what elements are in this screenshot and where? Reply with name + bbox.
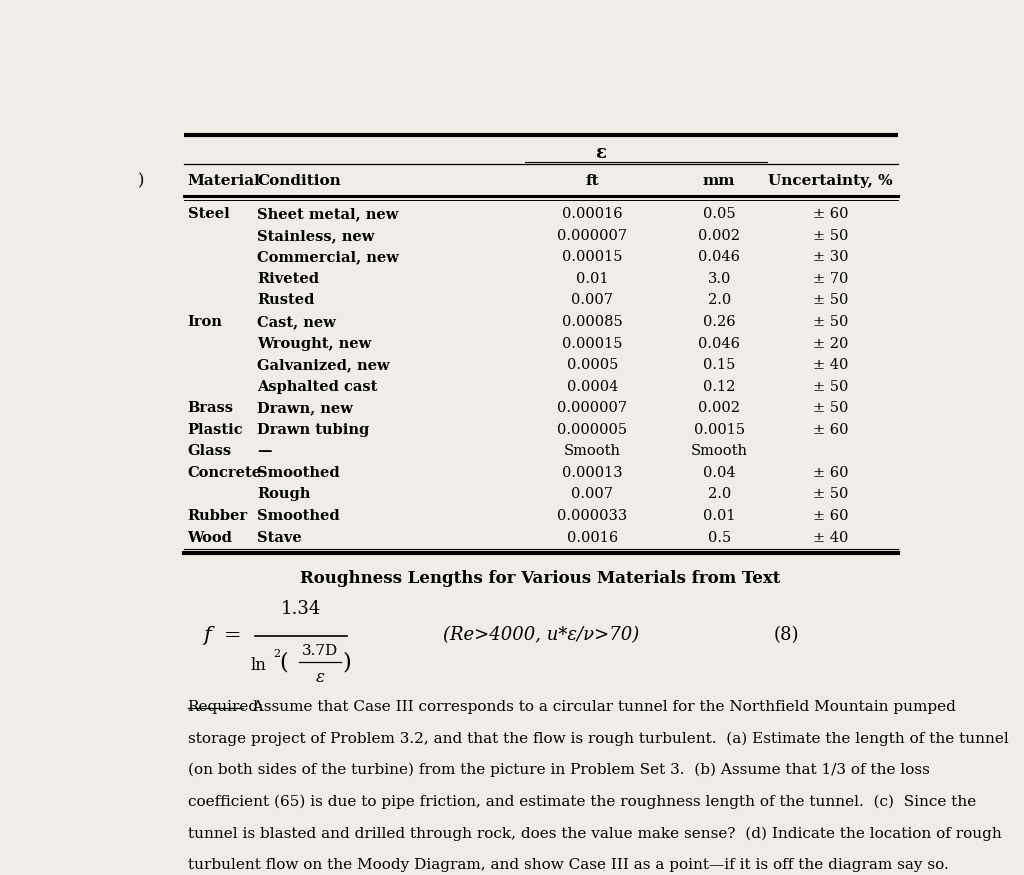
Text: Wrought, new: Wrought, new <box>257 337 372 351</box>
Text: ± 50: ± 50 <box>813 380 848 394</box>
Text: Glass: Glass <box>187 444 231 458</box>
Text: Steel: Steel <box>187 207 229 221</box>
Text: 0.15: 0.15 <box>703 358 735 372</box>
Text: storage project of Problem 3.2, and that the flow is rough turbulent.  (a) Estim: storage project of Problem 3.2, and that… <box>187 732 1009 746</box>
Text: Drawn tubing: Drawn tubing <box>257 423 370 437</box>
Text: coefficient (65) is due to pipe friction, and estimate the roughness length of t: coefficient (65) is due to pipe friction… <box>187 794 976 808</box>
Text: 0.007: 0.007 <box>571 487 613 501</box>
Text: mm: mm <box>703 174 735 188</box>
Text: f  =: f = <box>204 626 242 645</box>
Text: Smoothed: Smoothed <box>257 466 340 480</box>
Text: 0.0004: 0.0004 <box>566 380 617 394</box>
Text: Rusted: Rusted <box>257 293 314 307</box>
Text: 0.000033: 0.000033 <box>557 509 628 523</box>
Text: ± 60: ± 60 <box>813 207 848 221</box>
Text: Required:: Required: <box>187 699 264 713</box>
Text: 1.34: 1.34 <box>281 599 322 618</box>
Text: 0.00085: 0.00085 <box>562 315 623 329</box>
Text: ± 50: ± 50 <box>813 228 848 242</box>
Text: Drawn, new: Drawn, new <box>257 401 353 416</box>
Text: 0.00015: 0.00015 <box>562 250 623 264</box>
Text: Asphalted cast: Asphalted cast <box>257 380 378 394</box>
Text: 3.7D: 3.7D <box>302 644 338 658</box>
Text: Material: Material <box>187 174 260 188</box>
Text: (Re>4000, u*ε/ν>70): (Re>4000, u*ε/ν>70) <box>442 626 639 645</box>
Text: Uncertainty, %: Uncertainty, % <box>768 174 893 188</box>
Text: Rubber: Rubber <box>187 509 248 523</box>
Text: Concrete: Concrete <box>187 466 262 480</box>
Text: ± 30: ± 30 <box>813 250 848 264</box>
Text: ): ) <box>137 172 144 190</box>
Text: Sheet metal, new: Sheet metal, new <box>257 207 398 221</box>
Text: Iron: Iron <box>187 315 222 329</box>
Text: 2.0: 2.0 <box>708 293 731 307</box>
Text: 0.5: 0.5 <box>708 530 731 544</box>
Text: (8): (8) <box>774 626 800 645</box>
Text: 0.0015: 0.0015 <box>693 423 744 437</box>
Text: 0.00013: 0.00013 <box>562 466 623 480</box>
Text: 0.002: 0.002 <box>698 401 740 416</box>
Text: Wood: Wood <box>187 530 232 544</box>
Text: ± 60: ± 60 <box>813 509 848 523</box>
Text: 0.26: 0.26 <box>702 315 735 329</box>
Text: 0.05: 0.05 <box>702 207 735 221</box>
Text: 0.01: 0.01 <box>577 272 608 286</box>
Text: ft: ft <box>586 174 599 188</box>
Text: 0.007: 0.007 <box>571 293 613 307</box>
Text: 0.12: 0.12 <box>703 380 735 394</box>
Text: 0.04: 0.04 <box>702 466 735 480</box>
Text: 0.000007: 0.000007 <box>557 401 628 416</box>
Text: Galvanized, new: Galvanized, new <box>257 358 390 372</box>
Text: ± 20: ± 20 <box>813 337 848 351</box>
Text: Commercial, new: Commercial, new <box>257 250 399 264</box>
Text: (: ( <box>279 652 288 674</box>
Text: Plastic: Plastic <box>187 423 243 437</box>
Text: 0.000007: 0.000007 <box>557 228 628 242</box>
Text: 0.002: 0.002 <box>698 228 740 242</box>
Text: ε: ε <box>315 669 325 687</box>
Text: Assume that Case III corresponds to a circular tunnel for the Northfield Mountai: Assume that Case III corresponds to a ci… <box>244 699 956 713</box>
Text: Condition: Condition <box>257 174 341 188</box>
Text: 0.046: 0.046 <box>698 250 740 264</box>
Text: ± 60: ± 60 <box>813 423 848 437</box>
Text: ln: ln <box>251 657 267 675</box>
Text: ): ) <box>342 652 351 674</box>
Text: ε: ε <box>595 144 605 162</box>
Text: Smooth: Smooth <box>691 444 748 458</box>
Text: ± 70: ± 70 <box>813 272 848 286</box>
Text: ± 60: ± 60 <box>813 466 848 480</box>
Text: Smoothed: Smoothed <box>257 509 340 523</box>
Text: —: — <box>257 444 271 458</box>
Text: ± 50: ± 50 <box>813 401 848 416</box>
Text: 0.0005: 0.0005 <box>566 358 617 372</box>
Text: 0.01: 0.01 <box>703 509 735 523</box>
Text: Stainless, new: Stainless, new <box>257 228 375 242</box>
Text: ± 40: ± 40 <box>813 530 848 544</box>
Text: tunnel is blasted and drilled through rock, does the value make sense?  (d) Indi: tunnel is blasted and drilled through ro… <box>187 826 1001 841</box>
Text: 0.00015: 0.00015 <box>562 337 623 351</box>
Text: Roughness Lengths for Various Materials from Text: Roughness Lengths for Various Materials … <box>300 570 781 587</box>
Text: ± 50: ± 50 <box>813 315 848 329</box>
Text: ± 50: ± 50 <box>813 293 848 307</box>
Text: ± 40: ± 40 <box>813 358 848 372</box>
Text: Cast, new: Cast, new <box>257 315 336 329</box>
Text: 0.0016: 0.0016 <box>566 530 617 544</box>
Text: Riveted: Riveted <box>257 272 319 286</box>
Text: 2: 2 <box>273 648 281 659</box>
Text: 0.00016: 0.00016 <box>562 207 623 221</box>
Text: turbulent flow on the Moody Diagram, and show Case III as a point—if it is off t: turbulent flow on the Moody Diagram, and… <box>187 858 948 872</box>
Text: (on both sides of the turbine) from the picture in Problem Set 3.  (b) Assume th: (on both sides of the turbine) from the … <box>187 763 930 777</box>
Text: Rough: Rough <box>257 487 310 501</box>
Text: 0.046: 0.046 <box>698 337 740 351</box>
Text: 2.0: 2.0 <box>708 487 731 501</box>
Text: 3.0: 3.0 <box>708 272 731 286</box>
Text: ± 50: ± 50 <box>813 487 848 501</box>
Text: Stave: Stave <box>257 530 302 544</box>
Text: Smooth: Smooth <box>564 444 621 458</box>
Text: Brass: Brass <box>187 401 233 416</box>
Text: 0.000005: 0.000005 <box>557 423 628 437</box>
